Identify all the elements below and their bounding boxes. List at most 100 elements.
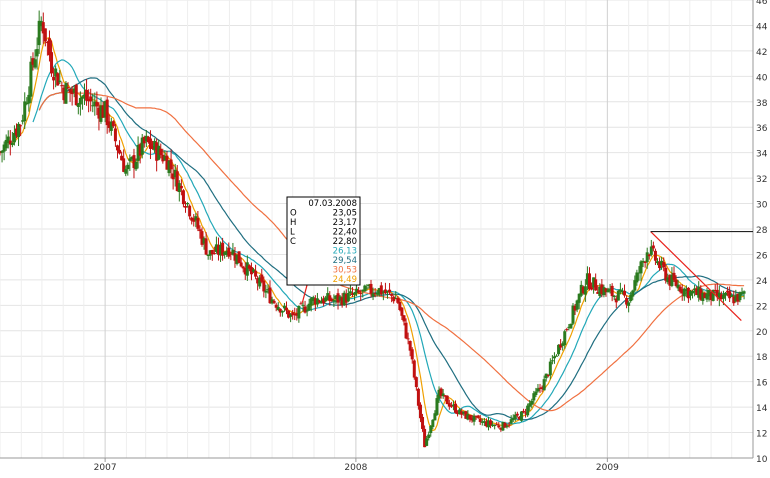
candle-body [23, 101, 27, 122]
candle [470, 414, 474, 423]
candle [713, 284, 717, 293]
candle [196, 210, 200, 232]
candle [404, 318, 408, 340]
candle [111, 120, 115, 129]
candle-body [587, 273, 591, 290]
candle [468, 414, 472, 423]
candle [728, 286, 732, 303]
candle [0, 149, 4, 163]
candle [509, 415, 513, 425]
candle-body [208, 250, 212, 256]
candle-body [303, 306, 307, 313]
candle [608, 283, 612, 294]
tooltip-row-value: 23,05 [333, 209, 357, 219]
candle [458, 407, 462, 415]
candle [482, 417, 486, 426]
candle [423, 425, 427, 448]
candle-body [462, 411, 466, 414]
candle [171, 164, 175, 190]
candle [513, 411, 517, 422]
candle-body [153, 140, 157, 151]
candle-body [466, 414, 470, 420]
candle-body [711, 289, 715, 301]
candle [35, 37, 39, 70]
candle [441, 389, 445, 399]
candle-body [266, 289, 270, 291]
candle-body [375, 292, 379, 295]
candle-body [542, 379, 546, 391]
candle-body [728, 291, 732, 299]
candle-body [188, 205, 192, 217]
candle-body [433, 413, 437, 421]
candle-body [666, 277, 670, 283]
candle [359, 289, 363, 301]
candle [159, 143, 163, 159]
candle-body [717, 292, 721, 300]
candle-body [204, 238, 208, 255]
candle-body [192, 218, 196, 222]
candle [165, 150, 169, 170]
candle-body [126, 164, 130, 170]
candle [433, 410, 437, 421]
candle [272, 299, 276, 305]
candle-body [616, 290, 620, 301]
candle-body [225, 250, 229, 255]
candle [695, 285, 699, 296]
candle-body [56, 73, 60, 86]
candle [367, 283, 371, 289]
candle [680, 283, 684, 301]
candle [385, 290, 389, 299]
candle [144, 129, 148, 148]
candle-body [596, 292, 600, 294]
candle [45, 40, 49, 56]
candle [460, 408, 464, 419]
candle [237, 251, 241, 264]
candle [620, 287, 624, 295]
candle-body [161, 154, 165, 162]
candle [80, 95, 84, 110]
candle [109, 117, 113, 136]
candle-body [243, 268, 247, 275]
y-tick-label: 34 [756, 150, 768, 160]
candle [268, 280, 272, 304]
candle [590, 282, 594, 291]
candle-body [282, 305, 286, 309]
candle-body [431, 419, 435, 427]
candle-body [383, 289, 387, 294]
candle-body [565, 329, 569, 331]
candle-body [643, 261, 647, 263]
candle [635, 269, 639, 286]
y-tick-label: 42 [756, 48, 767, 58]
candle [317, 299, 321, 304]
candle [462, 411, 466, 416]
candle-body [60, 85, 64, 87]
candle-body [206, 254, 210, 257]
candle-body [130, 157, 134, 160]
candle-body [33, 59, 37, 68]
candle-body [39, 20, 43, 27]
candle [148, 130, 152, 160]
candle [227, 242, 231, 259]
candle-body [445, 395, 449, 405]
candle [132, 148, 136, 179]
candle-body [101, 105, 105, 118]
candle-body [730, 295, 734, 297]
candle-body [546, 374, 550, 376]
candle [184, 201, 188, 213]
candle-body [66, 87, 70, 89]
candle-body [317, 300, 321, 303]
candle [429, 425, 433, 437]
candle-body [499, 427, 503, 430]
candle [544, 373, 548, 382]
candle [353, 291, 357, 301]
candle-body [641, 260, 645, 263]
candle [70, 86, 74, 106]
candle [633, 275, 637, 293]
candle [276, 302, 280, 312]
candle-body [256, 278, 260, 284]
candle [128, 154, 132, 171]
candle-body [373, 293, 377, 295]
